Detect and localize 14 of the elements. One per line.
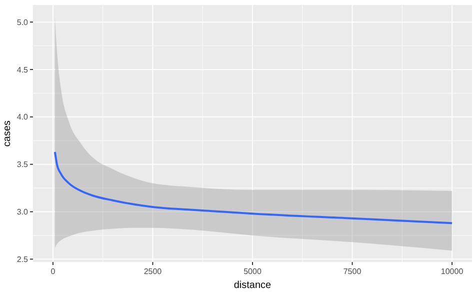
x-tick-label: 0 — [50, 267, 56, 276]
y-tick-label: 4.0 — [16, 112, 29, 122]
x-tick-label: 7500 — [343, 267, 362, 276]
line-series — [54, 150, 454, 224]
y-tick-label: 2.5 — [16, 254, 29, 264]
x-tick-label: 10000 — [440, 267, 464, 276]
y-tick-label: 5.0 — [16, 18, 29, 27]
x-tick-label: 2500 — [144, 267, 162, 276]
y-tick-label: 3.0 — [16, 208, 29, 217]
x-tick-label: 5000 — [244, 267, 262, 276]
x-axis-title: distance — [234, 280, 272, 291]
y-tick-label: 4.5 — [16, 65, 29, 74]
y-axis-title: cases — [2, 120, 13, 147]
y-tick-label: 3.5 — [16, 160, 29, 170]
